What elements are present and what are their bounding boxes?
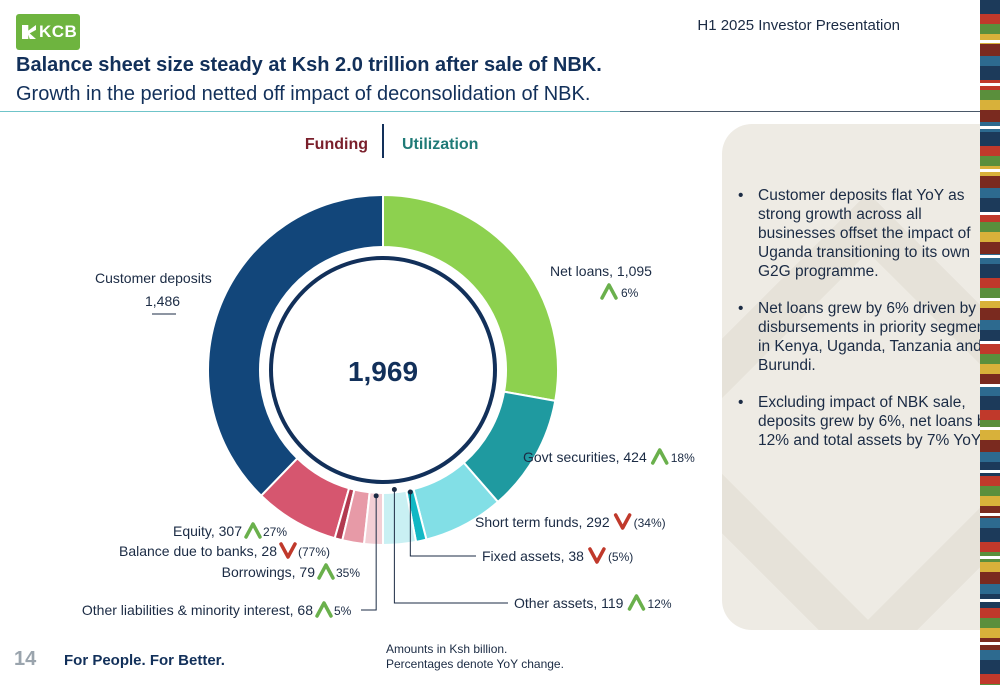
label-short-term-funds: Short term funds, 292 bbox=[475, 514, 610, 530]
leader-other-liabilities bbox=[361, 495, 377, 611]
inner-ring bbox=[269, 256, 497, 484]
kcb-logo: KCB bbox=[16, 14, 80, 50]
label-borrowings: Borrowings, 79 bbox=[222, 564, 316, 580]
change-balance-due-to-banks: (77%) bbox=[298, 545, 330, 559]
title-divider-left bbox=[0, 111, 620, 112]
percent-note: Percentages denote YoY change. bbox=[386, 657, 564, 671]
change-govt-securities: 18% bbox=[671, 451, 695, 465]
balance-sheet-donut-chart: Funding Utilization 1,969 Net loans, 1,0… bbox=[82, 124, 695, 618]
down-arrow-icon-fixed-assets bbox=[588, 547, 606, 564]
label-balance-due-to-banks: Balance due to banks, 28 bbox=[119, 543, 277, 559]
units-note: Amounts in Ksh billion. bbox=[386, 642, 508, 656]
change-other-liabilities-and-minority-interest: 5% bbox=[334, 604, 352, 618]
up-arrow-icon-net-loans bbox=[600, 283, 618, 300]
slide-subtitle: Growth in the period netted off impact o… bbox=[16, 83, 591, 105]
down-arrow-icon-balance-due-to-banks bbox=[279, 542, 297, 559]
presentation-title: H1 2025 Investor Presentation bbox=[697, 17, 900, 34]
up-arrow-icon-govt-securities bbox=[650, 448, 669, 465]
leader-other-assets bbox=[393, 489, 508, 604]
label-equity: Equity, 307 bbox=[173, 523, 242, 539]
change-equity: 27% bbox=[263, 525, 287, 539]
label-net-loans: Net loans, 1,095 bbox=[550, 263, 652, 279]
change-net-loans: 6% bbox=[621, 286, 639, 300]
total-assets-value: 1,969 bbox=[348, 356, 418, 387]
label-other-liabilities-and-minority-interest: Other liabilities & minority interest, 6… bbox=[82, 602, 313, 618]
up-arrow-icon-other-liabilities-and-minority-interest bbox=[315, 601, 333, 618]
slice-other-liabilities-and-minority-interest bbox=[362, 491, 384, 547]
change-short-term-funds: (34%) bbox=[634, 516, 666, 530]
label-fixed-assets: Fixed assets, 38 bbox=[482, 548, 584, 564]
decorative-pattern-stripe bbox=[980, 0, 1000, 685]
commentary-panel: Customer deposits flat YoY as strong gro… bbox=[722, 124, 980, 630]
change-borrowings: 35% bbox=[336, 566, 360, 580]
label-govt-securities: Govt securities, 424 bbox=[523, 449, 647, 465]
logo-text: KCB bbox=[39, 22, 78, 41]
change-other-assets: 12% bbox=[647, 597, 671, 611]
page-number: 14 bbox=[14, 648, 37, 670]
slogan: For People. For Better. bbox=[64, 652, 225, 669]
funding-heading: Funding bbox=[305, 136, 368, 153]
bullet-item: Net loans grew by 6% driven by disbursem… bbox=[738, 299, 980, 375]
value-customer-deposits: 1,486 bbox=[145, 293, 180, 309]
up-arrow-icon-equity bbox=[244, 522, 262, 539]
utilization-heading: Utilization bbox=[402, 136, 478, 153]
slide-title: Balance sheet size steady at Ksh 2.0 tri… bbox=[16, 54, 602, 76]
title-divider-right bbox=[620, 111, 980, 112]
chart-footnote: Amounts in Ksh billion. Percentages deno… bbox=[386, 642, 564, 672]
label-other-assets: Other assets, 119 bbox=[514, 595, 624, 611]
commentary-list: Customer deposits flat YoY as strong gro… bbox=[736, 186, 980, 468]
up-arrow-icon-other-assets bbox=[627, 594, 646, 611]
bullet-item: Customer deposits flat YoY as strong gro… bbox=[738, 186, 980, 281]
down-arrow-icon-short-term-funds bbox=[613, 513, 632, 530]
slice-customer-deposits bbox=[207, 193, 384, 498]
up-arrow-icon-borrowings bbox=[317, 563, 335, 580]
bullet-item: Excluding impact of NBK sale, deposits g… bbox=[738, 393, 980, 450]
label-customer-deposits: Customer deposits bbox=[95, 270, 212, 286]
change-fixed-assets: (5%) bbox=[608, 550, 633, 564]
leader-fixed-assets bbox=[409, 491, 476, 557]
